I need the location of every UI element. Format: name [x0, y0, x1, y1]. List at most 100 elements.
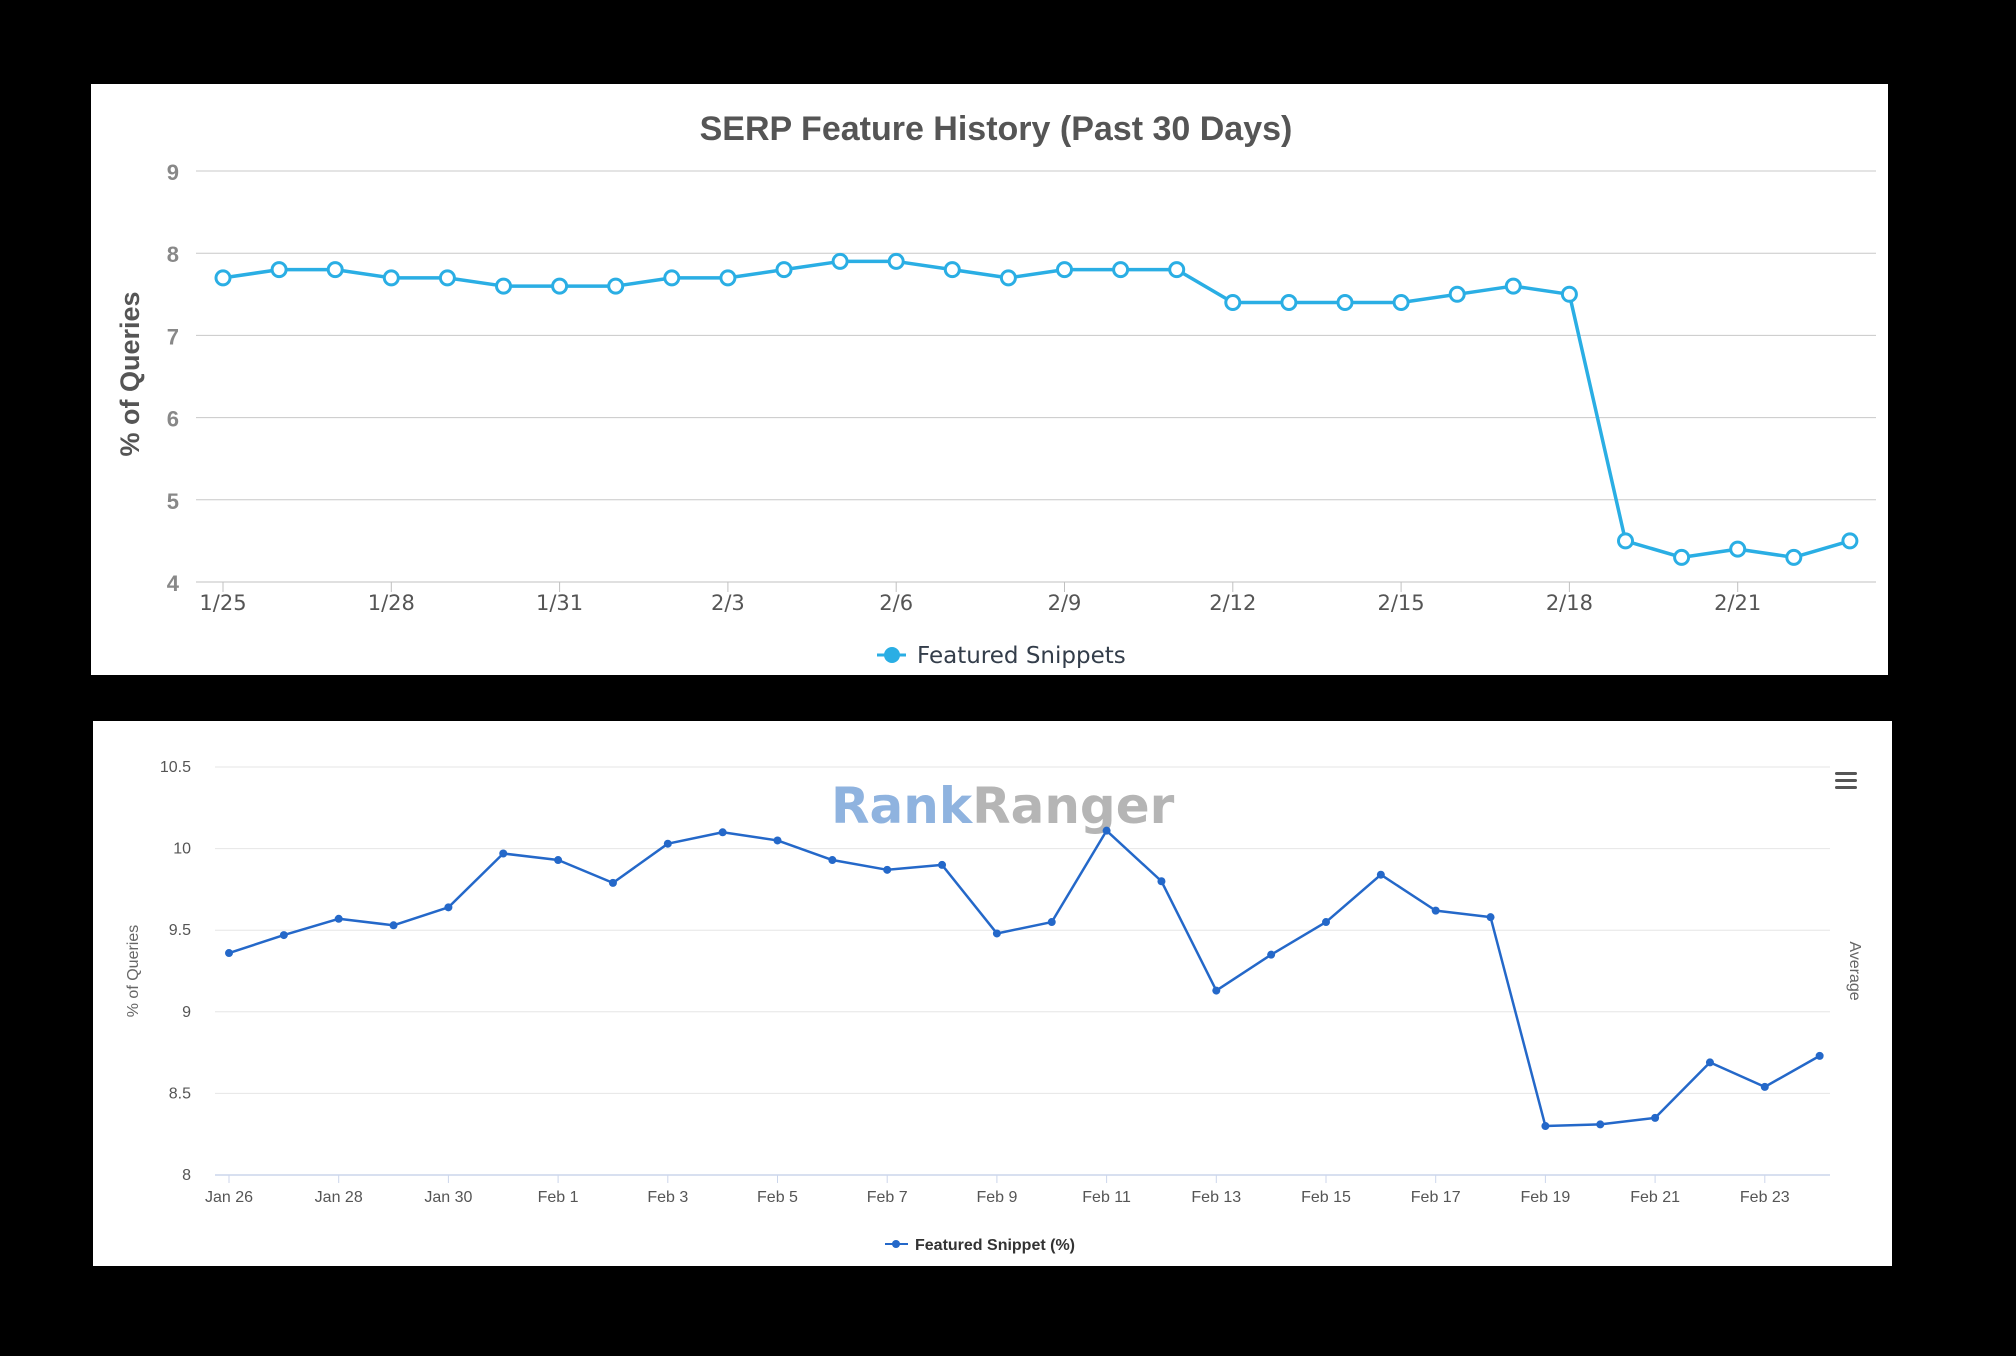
c1-data-point[interactable] — [663, 269, 681, 287]
c1-data-point[interactable] — [1560, 285, 1578, 303]
c1-data-point[interactable] — [1392, 294, 1410, 312]
c1-data-point[interactable] — [887, 252, 905, 270]
c2-x-tick-label: Feb 19 — [1520, 1189, 1570, 1206]
chart1-legend-label: Featured Snippets — [917, 643, 1126, 669]
c1-data-point[interactable] — [1056, 261, 1073, 279]
c1-y-tick-label: 8 — [167, 242, 179, 267]
c2-data-point[interactable] — [992, 929, 1001, 938]
chart2-gridlines — [215, 766, 1830, 1176]
chart1-series-featured-snippets[interactable] — [214, 252, 1859, 566]
c1-data-point[interactable] — [438, 269, 456, 287]
c2-data-point[interactable] — [773, 836, 782, 845]
c2-data-point[interactable] — [1651, 1113, 1660, 1122]
c1-data-point[interactable] — [1841, 532, 1859, 550]
c2-y-tick-label: 8.5 — [169, 1085, 191, 1102]
c2-y-tick-label: 10.5 — [160, 759, 191, 776]
c2-data-point[interactable] — [1102, 826, 1111, 835]
c2-data-point[interactable] — [938, 860, 947, 869]
c1-data-point[interactable] — [999, 269, 1017, 287]
c2-data-point[interactable] — [1322, 918, 1330, 927]
c2-series-line — [228, 829, 1821, 1128]
chart1-title: SERP Feature History (Past 30 Days) — [700, 110, 1293, 148]
c2-data-point[interactable] — [1267, 950, 1276, 959]
c1-x-tick-label: 1/25 — [199, 591, 246, 615]
c1-data-point[interactable] — [1336, 294, 1354, 312]
c2-data-point[interactable] — [334, 914, 343, 923]
chart2-x-ticks: Jan 26 Jan 28 Jan 30 Feb 1 Feb 3 Feb 5 Feb 7 Fe… — [205, 1175, 1790, 1206]
c1-data-point[interactable] — [270, 261, 288, 279]
c2-data-point[interactable] — [1815, 1051, 1824, 1060]
c1-data-point[interactable] — [1168, 261, 1186, 279]
chart2-y-ticks: 10.5 10 9.5 9 8.5 8 — [160, 759, 191, 1184]
c1-data-point[interactable] — [382, 269, 400, 287]
chart1-y-axis-label: % of Queries — [115, 291, 145, 456]
c2-data-point[interactable] — [1705, 1058, 1714, 1067]
c1-data-point[interactable] — [214, 269, 232, 287]
chart1-legend[interactable]: Featured Snippets — [877, 643, 1126, 669]
c1-data-point[interactable] — [607, 277, 625, 295]
rankranger-watermark: RankRanger — [831, 777, 1175, 835]
chart2-legend[interactable]: Featured Snippet (%) — [885, 1237, 1075, 1254]
c1-data-point[interactable] — [495, 277, 512, 295]
c1-y-tick-label: 5 — [167, 489, 179, 514]
c2-data-point[interactable] — [608, 878, 617, 887]
c2-x-tick-label: Feb 7 — [867, 1189, 908, 1206]
c2-x-tick-label: Feb 15 — [1301, 1189, 1351, 1206]
c1-data-point[interactable] — [1224, 294, 1242, 312]
c1-data-point[interactable] — [551, 277, 569, 295]
c1-data-point[interactable] — [326, 261, 344, 279]
rankranger-featured-snippet-chart: RankRanger 10.5 10 9.5 9 8.5 8 Jan 26 Jan 28 Ja… — [93, 721, 1892, 1266]
c2-y-tick-label: 8 — [182, 1167, 191, 1184]
c2-data-point[interactable] — [1431, 906, 1440, 915]
c2-y-tick-label: 10 — [173, 841, 191, 858]
c1-x-tick-label: 2/21 — [1714, 591, 1761, 615]
chart2-y-axis-label: % of Queries — [125, 925, 142, 1017]
c1-data-point[interactable] — [719, 269, 737, 287]
c2-y-tick-label: 9.5 — [169, 922, 191, 939]
c2-data-point[interactable] — [1486, 913, 1495, 922]
c1-data-point[interactable] — [1112, 261, 1130, 279]
c2-data-point[interactable] — [225, 949, 233, 958]
c1-x-tick-label: 1/31 — [536, 591, 583, 615]
hamburger-menu-icon[interactable] — [1835, 772, 1857, 789]
c2-data-point[interactable] — [389, 921, 398, 930]
c2-x-tick-label: Feb 5 — [757, 1189, 798, 1206]
c2-data-point[interactable] — [828, 856, 837, 865]
c2-data-point[interactable] — [1596, 1120, 1605, 1129]
c1-y-tick-label: 9 — [167, 160, 179, 185]
c2-data-point[interactable] — [1212, 986, 1221, 995]
c1-data-point[interactable] — [1280, 294, 1298, 312]
c2-data-point[interactable] — [444, 903, 453, 912]
c1-series-line — [222, 259, 1851, 560]
c2-data-point[interactable] — [1157, 877, 1166, 886]
c2-x-tick-label: Feb 17 — [1411, 1189, 1461, 1206]
chart1-svg: SERP Feature History (Past 30 Days) 9 8 7 6… — [115, 110, 1876, 669]
c1-data-point[interactable] — [1785, 548, 1803, 566]
c1-data-point[interactable] — [1448, 285, 1466, 303]
c2-data-point[interactable] — [718, 828, 727, 837]
c1-data-point[interactable] — [831, 252, 849, 270]
chart2-series-featured-snippet[interactable] — [225, 826, 1824, 1131]
c2-data-point[interactable] — [663, 839, 672, 848]
c1-data-point[interactable] — [1729, 540, 1747, 558]
c2-data-point[interactable] — [1541, 1122, 1550, 1131]
c1-data-point[interactable] — [1673, 548, 1691, 566]
c1-data-point[interactable] — [1504, 277, 1522, 295]
c1-x-tick-label: 1/28 — [368, 591, 415, 615]
c2-x-tick-label: Jan 30 — [424, 1189, 472, 1206]
chart1-legend-marker — [884, 647, 900, 663]
c2-data-point[interactable] — [554, 856, 563, 865]
c2-x-tick-label: Feb 3 — [647, 1189, 688, 1206]
c2-data-point[interactable] — [883, 865, 892, 874]
c1-data-point[interactable] — [1617, 532, 1634, 550]
c1-data-point[interactable] — [775, 261, 793, 279]
c2-data-point[interactable] — [499, 849, 508, 858]
c2-data-point[interactable] — [1376, 870, 1385, 879]
c2-x-tick-label: Feb 9 — [976, 1189, 1017, 1206]
c2-data-point[interactable] — [1047, 918, 1056, 927]
c2-x-tick-label: Feb 11 — [1082, 1189, 1131, 1206]
c1-data-point[interactable] — [943, 261, 961, 279]
c2-data-point[interactable] — [279, 931, 288, 940]
c2-data-point[interactable] — [1760, 1082, 1769, 1091]
